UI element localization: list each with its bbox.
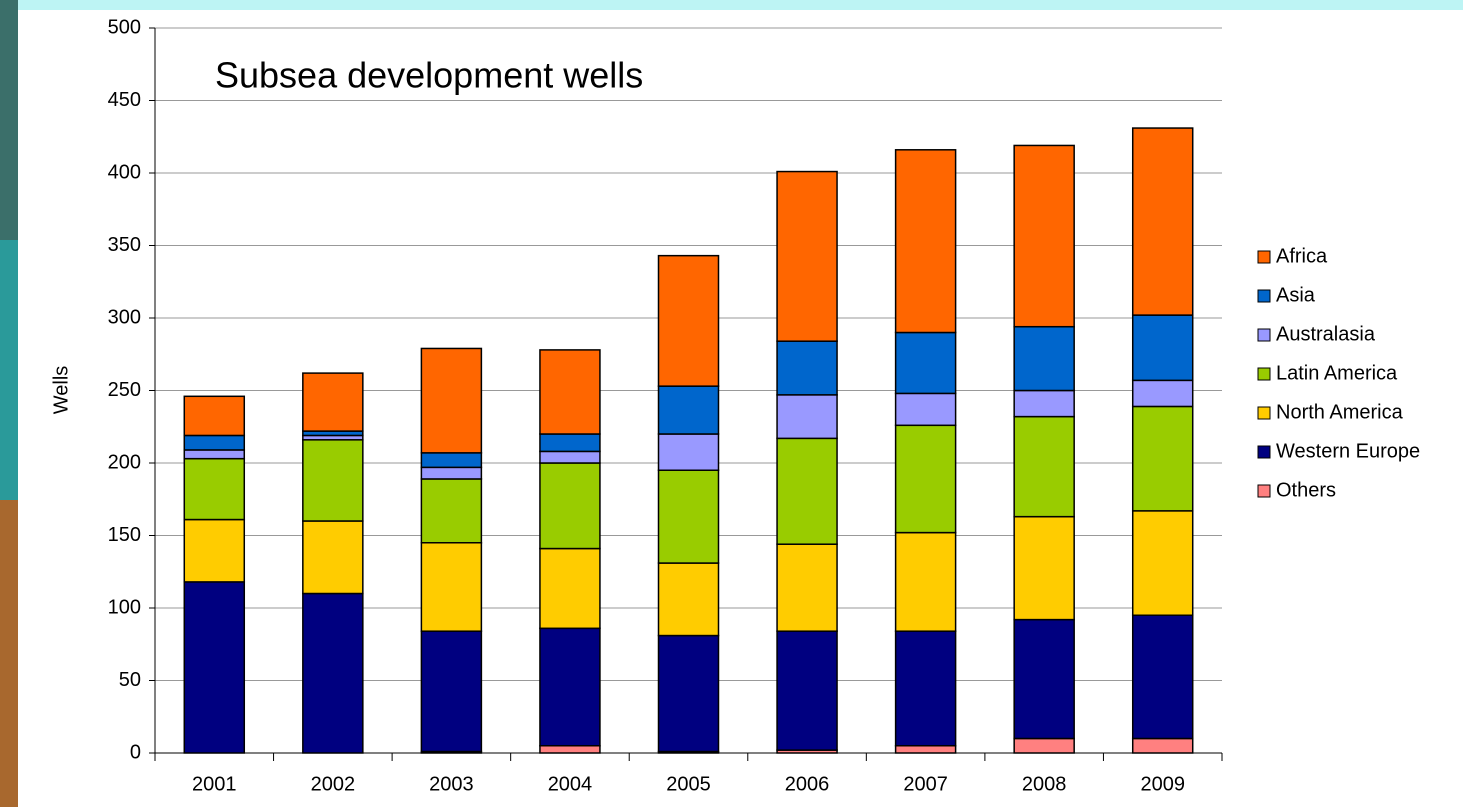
bar-segment	[1133, 739, 1193, 754]
bar-segment	[421, 467, 481, 479]
bar-segment	[896, 333, 956, 394]
bar-segment	[540, 451, 600, 463]
bar-segment	[777, 172, 837, 342]
y-tick-label: 350	[108, 234, 141, 256]
bar-segment	[1014, 517, 1074, 620]
bar-segment	[184, 582, 244, 753]
bar-segment	[1133, 615, 1193, 738]
bar-segment	[421, 631, 481, 751]
x-tick-label: 2008	[1022, 773, 1067, 795]
x-tick-label: 2007	[903, 773, 948, 795]
bar-segment	[659, 256, 719, 387]
y-tick-label: 500	[108, 16, 141, 38]
x-tick-label: 2002	[311, 773, 356, 795]
y-tick-label: 50	[119, 669, 141, 691]
legend-label: Western Europe	[1276, 440, 1420, 462]
bar-segment	[659, 636, 719, 752]
bar-segment	[896, 393, 956, 425]
bar-segment	[303, 440, 363, 521]
left-strip-accent	[0, 240, 18, 500]
bar-segment	[659, 470, 719, 563]
legend-label: Africa	[1276, 245, 1328, 267]
bar-segment	[896, 425, 956, 532]
bar-segment	[777, 544, 837, 631]
legend-swatch	[1258, 368, 1270, 380]
bar-segment	[896, 746, 956, 753]
bar-segment	[540, 746, 600, 753]
bar-segment	[421, 543, 481, 631]
bar-segment	[1014, 145, 1074, 326]
bar-segment	[659, 434, 719, 470]
bar-segment	[421, 479, 481, 543]
bar-segment	[421, 453, 481, 468]
bar-segment	[777, 438, 837, 544]
bar-segment	[303, 373, 363, 431]
bar-segment	[1133, 315, 1193, 380]
bar-segment	[896, 150, 956, 333]
bar-segment	[303, 521, 363, 594]
bar-segment	[777, 341, 837, 395]
legend-label: Australasia	[1276, 323, 1376, 345]
legend-label: North America	[1276, 401, 1404, 423]
bar-segment	[1014, 739, 1074, 754]
bar-segment	[1133, 406, 1193, 510]
x-tick-label: 2009	[1140, 773, 1185, 795]
legend-label: Latin America	[1276, 362, 1398, 384]
chart-title: Subsea development wells	[215, 55, 643, 96]
bar-segment	[1133, 511, 1193, 615]
bar-segment	[777, 631, 837, 750]
top-band	[0, 0, 1463, 10]
legend-swatch	[1258, 251, 1270, 263]
legend-label: Asia	[1276, 284, 1316, 306]
bar-segment	[540, 549, 600, 629]
bar-segment	[896, 631, 956, 746]
bar-segment	[777, 395, 837, 439]
bar-segment	[540, 350, 600, 434]
legend-swatch	[1258, 290, 1270, 302]
bar-segment	[896, 533, 956, 632]
bar-segment	[659, 386, 719, 434]
bar-segment	[540, 434, 600, 451]
bar-segment	[303, 594, 363, 754]
y-tick-label: 100	[108, 596, 141, 618]
bar-segment	[1133, 128, 1193, 315]
bar-segment	[1014, 391, 1074, 417]
legend-swatch	[1258, 485, 1270, 497]
y-tick-label: 250	[108, 379, 141, 401]
y-tick-label: 450	[108, 89, 141, 111]
y-tick-label: 400	[108, 161, 141, 183]
bar-segment	[540, 628, 600, 745]
bar-segment	[184, 435, 244, 450]
x-tick-label: 2003	[429, 773, 474, 795]
legend-label: Others	[1276, 479, 1336, 501]
x-tick-label: 2001	[192, 773, 237, 795]
y-axis-label: Wells	[50, 366, 72, 415]
x-tick-label: 2005	[666, 773, 711, 795]
y-tick-label: 300	[108, 306, 141, 328]
x-tick-label: 2006	[785, 773, 830, 795]
bar-segment	[421, 348, 481, 452]
x-tick-label: 2004	[548, 773, 593, 795]
y-tick-label: 0	[130, 741, 141, 763]
legend-swatch	[1258, 407, 1270, 419]
chart: Subsea development wells Wells 0 50 100 150…	[0, 0, 1463, 807]
bar-segment	[184, 396, 244, 435]
left-strip-accent	[0, 500, 18, 807]
bar-segment	[184, 520, 244, 582]
bar-segment	[1133, 380, 1193, 406]
legend-swatch	[1258, 329, 1270, 341]
bar-segment	[659, 563, 719, 636]
bar-segment	[1014, 417, 1074, 517]
bar-segment	[184, 450, 244, 459]
bar-segment	[1014, 620, 1074, 739]
y-tick-label: 150	[108, 524, 141, 546]
y-tick-label: 200	[108, 451, 141, 473]
legend-swatch	[1258, 446, 1270, 458]
bar-segment	[184, 459, 244, 520]
bar-segment	[1014, 327, 1074, 391]
bar-segment	[540, 463, 600, 549]
